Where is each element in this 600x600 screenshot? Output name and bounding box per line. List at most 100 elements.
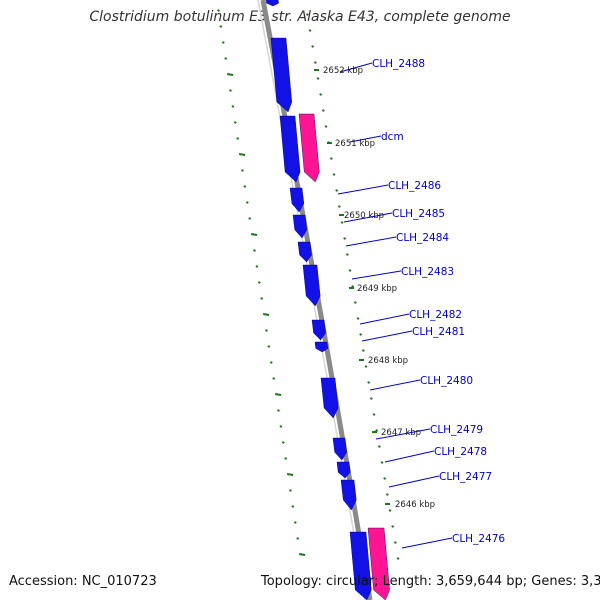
label-leader [361,330,413,342]
gc-tick [269,361,273,364]
gc-tick [281,441,285,444]
gc-tick [293,521,297,524]
gene-arrow [292,214,308,239]
gc-tick [396,557,400,560]
gene-arrow [270,37,293,113]
gc-tick [260,297,264,300]
gc-tick [219,25,223,28]
topology-summary: Topology: circular; Length: 3,659,644 bp… [261,574,600,589]
gene-arrow [297,241,312,263]
gc-tick [364,365,368,368]
scale-label: 2648 kbp [368,356,408,366]
gc-tick [277,409,280,412]
gc-tick [289,489,292,492]
label-leader [337,184,389,195]
label-leader [401,537,453,549]
gc-tick [311,45,315,48]
gene-label: CLH_2485 [392,208,445,220]
scale-label: 2646 kbp [395,500,435,510]
gc-tick [345,253,349,256]
gene-arrow [336,461,351,479]
gene-label: CLH_2477 [439,471,492,483]
gc-tick [231,105,235,108]
gene-label: CLH_2488 [372,58,425,70]
gc-tick [319,93,323,96]
gc-skew-track [217,9,400,560]
gene-arrow [289,187,305,213]
gc-tick [356,317,360,320]
gc-tick [335,189,339,192]
gene-arrow [279,115,301,183]
gc-tick [243,185,247,188]
gc-tick [296,537,300,540]
gc-tick [233,121,237,124]
gc-tick [262,313,270,316]
gene-arrow [314,341,329,353]
gc-tick [343,237,347,240]
gc-tick [321,109,325,112]
gc-tick [353,301,357,304]
label-leader [384,450,435,463]
gc-tick [316,77,320,80]
gene-label: CLH_2479 [430,424,483,436]
gc-tick [236,137,240,140]
gene-label: CLH_2483 [401,266,454,278]
label-leader [351,270,402,280]
label-leader [388,475,440,488]
gene-track [266,0,390,600]
gc-tick [329,157,333,160]
gc-tick [383,477,387,480]
gc-tick [274,393,282,396]
gc-tick [377,445,381,448]
gc-tick [367,381,371,384]
gc-tick [229,89,232,92]
rna-gene-arrow [298,113,320,183]
accession-text: Accession: NC_010723 [9,574,157,589]
scale-label: 2649 kbp [357,284,397,294]
gene-arrow [332,437,347,461]
gc-tick [369,397,373,400]
gc-tick [385,493,389,496]
gc-tick [238,153,246,156]
gc-tick [393,541,397,544]
gene-label: CLH_2480 [420,375,473,387]
gene-label: CLH_2482 [409,309,462,321]
gc-tick [361,349,365,352]
scale-label: 2650 kbp [344,211,384,221]
gc-tick [257,281,261,284]
gene-arrow [340,479,357,511]
scale-label: 2651 kbp [335,139,375,149]
gc-tick [253,249,256,252]
gc-tick [298,553,306,556]
gene-label: CLH_2478 [434,446,487,458]
genome-title: Clostridium botulinum E3 str. Alaska E43… [89,9,511,25]
gc-tick [313,61,317,64]
gene-label: CLH_2484 [396,232,449,244]
gc-tick [286,473,294,476]
gene-arrow [302,264,321,307]
gc-tick [245,201,249,204]
gc-tick [375,429,379,432]
gc-tick [279,425,283,428]
gc-tick [250,233,258,236]
gc-tick [380,461,384,464]
scale-label: 2647 kbp [381,428,421,438]
gc-tick [284,457,288,460]
gc-tick [324,125,328,128]
label-leader [339,62,373,73]
gc-tick [267,345,271,348]
gene-arrow [311,319,326,341]
gc-tick [359,333,363,336]
gc-tick [340,221,344,224]
label-leader [359,313,410,325]
rna-gene-arrow [367,527,390,600]
label-leader [375,428,431,440]
gene-label: CLH_2481 [412,326,465,338]
gc-tick [291,505,295,508]
gc-tick [248,217,252,220]
gene-arrow [266,0,279,7]
gc-tick [332,173,336,176]
gc-tick [265,329,268,332]
